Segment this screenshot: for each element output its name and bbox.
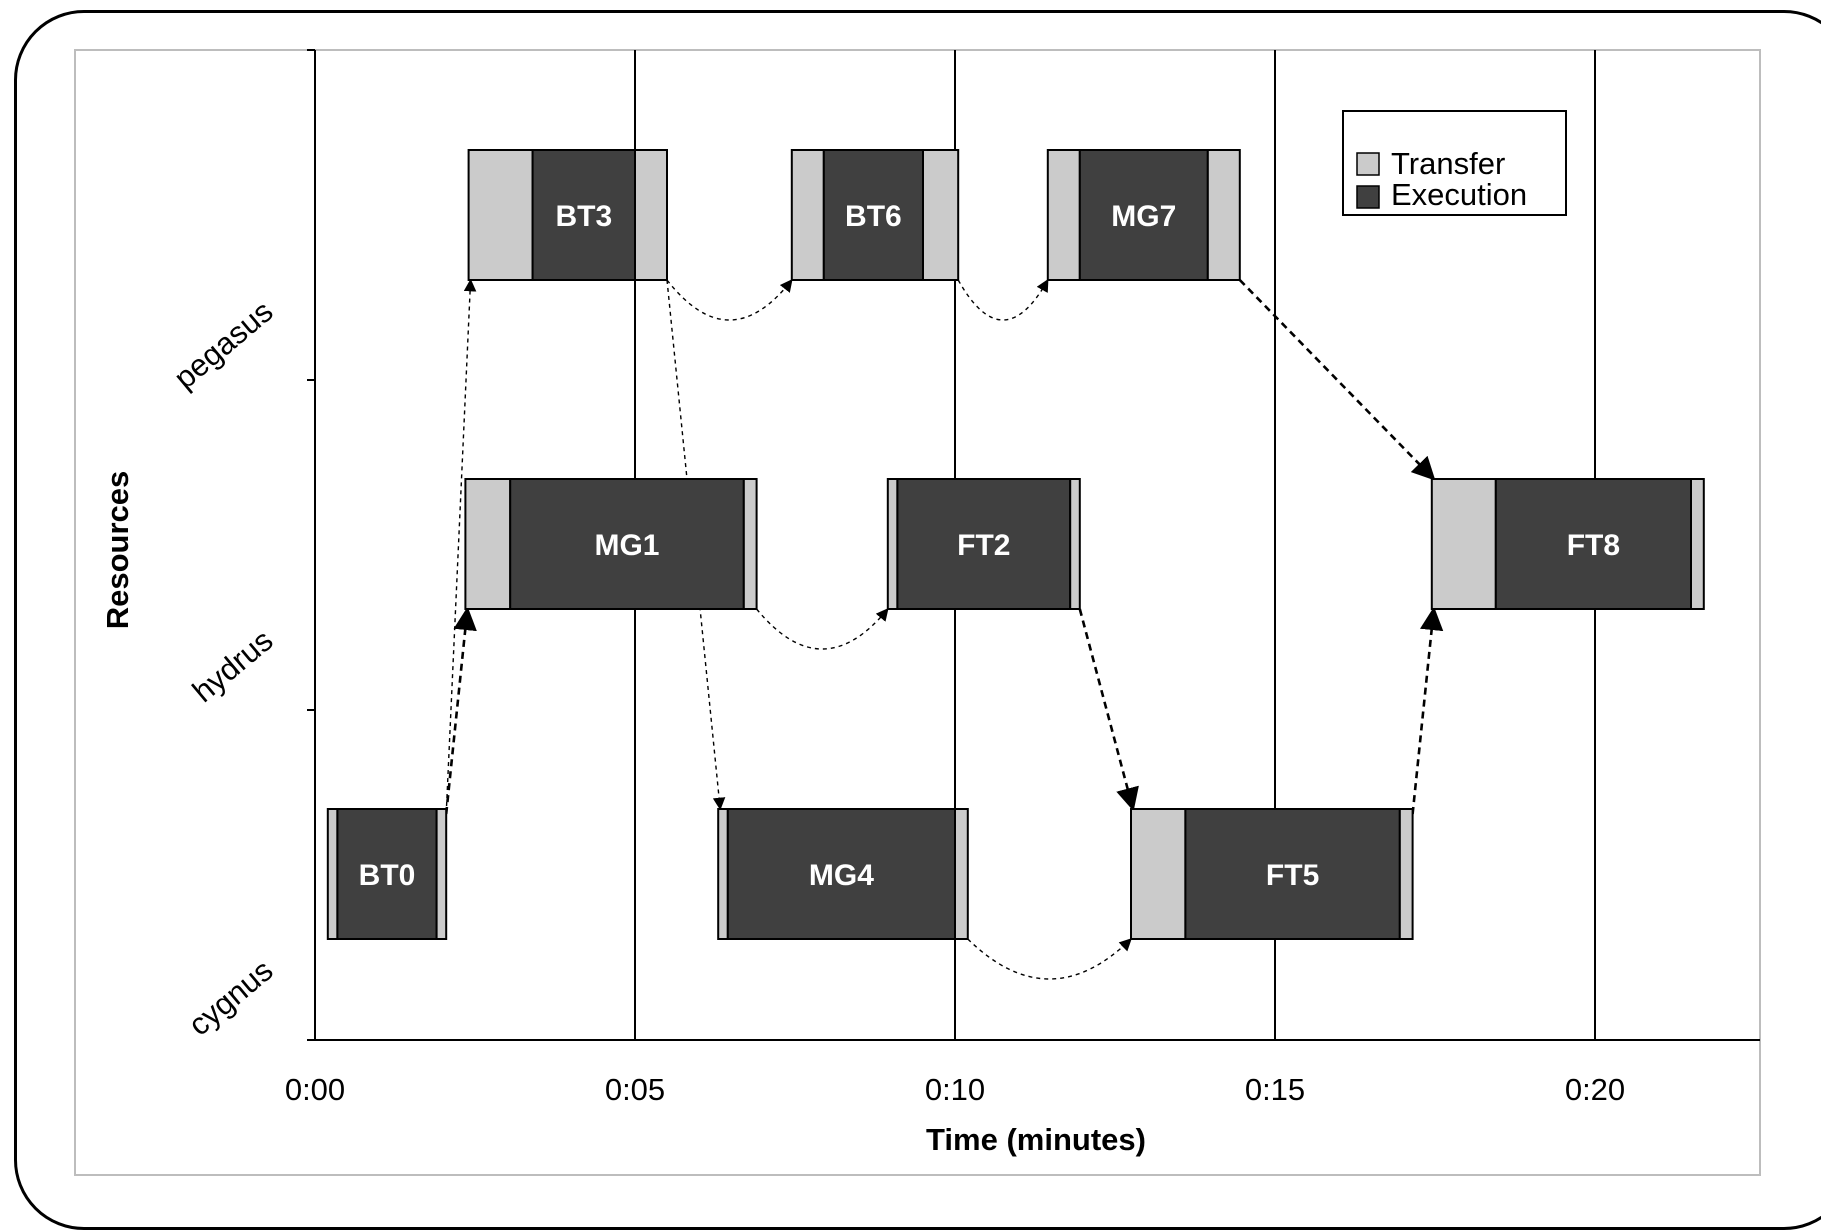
task-bar-FT8: FT8 bbox=[1430, 478, 1705, 610]
dependency-arrow-MG7-FT8 bbox=[1238, 279, 1436, 481]
task-bar-BT3: BT3 bbox=[467, 149, 668, 281]
task-label-MG1: MG1 bbox=[594, 529, 659, 562]
legend-label-execution: Execution bbox=[1391, 177, 1527, 212]
task-transfer-out-BT6 bbox=[922, 149, 960, 281]
legend: Transfer Execution bbox=[1342, 110, 1567, 216]
task-label-FT2: FT2 bbox=[957, 529, 1010, 562]
dependency-arrow-BT0-MG1 bbox=[444, 606, 477, 815]
task-label-MG7: MG7 bbox=[1111, 200, 1176, 233]
task-execution-FT8 bbox=[1494, 478, 1693, 610]
legend-swatch-execution bbox=[1356, 185, 1380, 209]
task-transfer-in-FT5 bbox=[1130, 808, 1187, 940]
task-bar-MG4: MG4 bbox=[717, 808, 969, 940]
dependency-arrow-BT3-BT6 bbox=[666, 279, 793, 321]
x-axis-title: Time (minutes) bbox=[926, 1122, 1146, 1157]
dependency-arrow-MG4-FT5 bbox=[967, 938, 1132, 980]
dependency-arrows bbox=[444, 278, 1444, 980]
axis-labels: Time (minutes) Resources bbox=[100, 471, 1146, 1157]
task-transfer-out-FT5 bbox=[1398, 808, 1414, 940]
task-execution-BT0 bbox=[336, 808, 438, 940]
task-transfer-in-BT0 bbox=[326, 808, 339, 940]
task-execution-MG4 bbox=[726, 808, 956, 940]
dependency-arrow-FT5-FT8 bbox=[1411, 606, 1444, 815]
task-transfer-in-FT2 bbox=[886, 478, 899, 610]
task-bar-BT6: BT6 bbox=[790, 149, 960, 281]
task-transfer-in-MG1 bbox=[464, 478, 512, 610]
task-label-FT5: FT5 bbox=[1266, 859, 1319, 892]
legend-label-transfer: Transfer bbox=[1391, 146, 1505, 181]
task-execution-BT3 bbox=[531, 149, 636, 281]
task-execution-MG1 bbox=[509, 478, 745, 610]
x-tick-label-2: 0:10 bbox=[925, 1072, 985, 1107]
task-label-BT0: BT0 bbox=[359, 859, 416, 892]
task-transfer-out-FT8 bbox=[1690, 478, 1705, 610]
task-bar-FT2: FT2 bbox=[886, 478, 1081, 610]
y-axis-title: Resources bbox=[100, 471, 135, 630]
task-execution-FT5 bbox=[1184, 808, 1401, 940]
task-label-BT3: BT3 bbox=[555, 200, 612, 233]
x-tick-label-3: 0:15 bbox=[1245, 1072, 1305, 1107]
task-transfer-out-MG7 bbox=[1206, 149, 1241, 281]
x-tick-label-4: 0:20 bbox=[1565, 1072, 1625, 1107]
task-transfer-out-MG1 bbox=[742, 478, 758, 610]
task-transfer-in-MG4 bbox=[717, 808, 729, 940]
x-tick-label-0: 0:00 bbox=[285, 1072, 345, 1107]
legend-box bbox=[1342, 110, 1567, 216]
task-transfer-out-MG4 bbox=[954, 808, 969, 940]
task-bars: BT0 MG1 BT3 MG4 BT6 FT2 MG7 FT5 FT8 bbox=[326, 149, 1705, 940]
task-bar-BT0: BT0 bbox=[326, 808, 448, 940]
task-bar-MG1: MG1 bbox=[464, 478, 758, 610]
gantt-chart: 0:00 0:05 0:10 0:15 0:20pegasushydruscygnus … bbox=[74, 49, 1761, 1176]
task-execution-BT6 bbox=[822, 149, 924, 281]
task-transfer-in-BT3 bbox=[467, 149, 534, 281]
task-label-FT8: FT8 bbox=[1567, 529, 1620, 562]
task-transfer-out-BT0 bbox=[435, 808, 448, 940]
task-bar-FT5: FT5 bbox=[1130, 808, 1414, 940]
task-transfer-in-BT6 bbox=[790, 149, 825, 281]
task-transfer-out-FT2 bbox=[1069, 478, 1081, 610]
task-transfer-out-BT3 bbox=[634, 149, 668, 281]
task-bar-MG7: MG7 bbox=[1046, 149, 1241, 281]
legend-swatch-transfer bbox=[1356, 152, 1380, 176]
dependency-arrow-BT6-MG7 bbox=[957, 278, 1049, 321]
dependency-arrow-FT2-FT5 bbox=[1078, 608, 1139, 812]
dependency-arrow-BT0-BT3 bbox=[445, 278, 477, 815]
x-tick-label-1: 0:05 bbox=[605, 1072, 665, 1107]
task-label-BT6: BT6 bbox=[845, 200, 902, 233]
task-execution-FT2 bbox=[896, 478, 1072, 610]
task-execution-MG7 bbox=[1078, 149, 1209, 281]
task-transfer-in-MG7 bbox=[1046, 149, 1081, 281]
task-transfer-in-FT8 bbox=[1430, 478, 1497, 610]
task-label-MG4: MG4 bbox=[809, 859, 874, 892]
